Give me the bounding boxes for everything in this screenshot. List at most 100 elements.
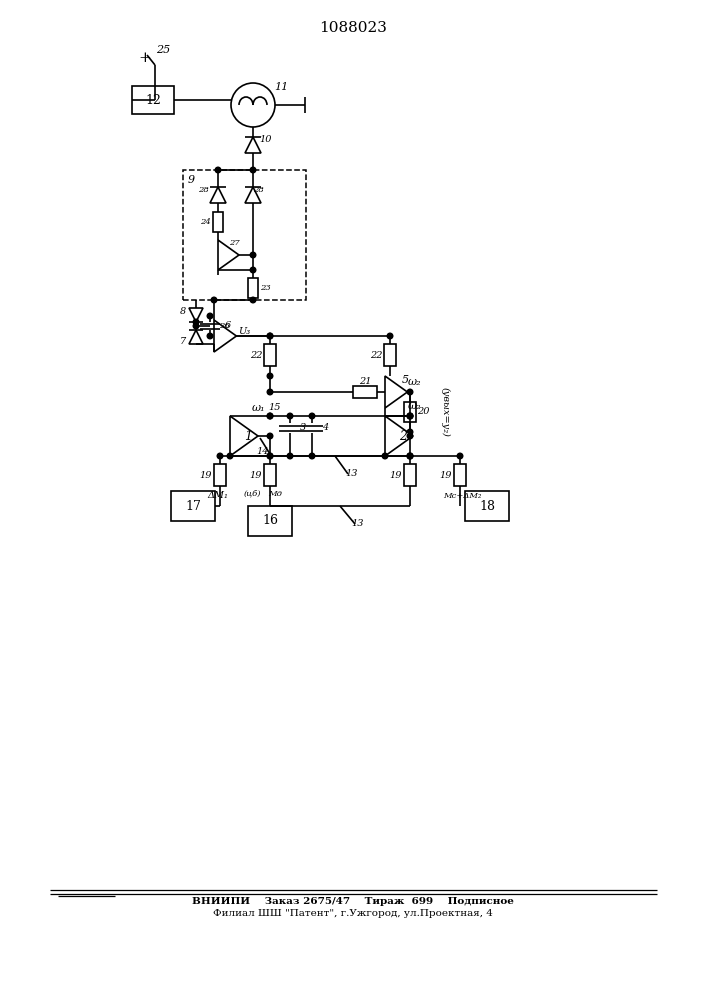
Text: 16: 16 (262, 514, 278, 528)
Circle shape (407, 389, 413, 395)
Circle shape (227, 453, 233, 459)
Circle shape (267, 333, 273, 339)
Circle shape (207, 333, 213, 339)
Circle shape (287, 413, 293, 419)
Circle shape (267, 389, 273, 395)
Bar (264, 464, 276, 486)
Bar (213, 212, 223, 232)
Polygon shape (218, 240, 239, 270)
Circle shape (407, 453, 413, 459)
Text: +: + (139, 51, 151, 65)
Text: 19: 19 (250, 471, 262, 480)
Text: 8: 8 (180, 306, 186, 316)
Text: (увых=у₂): (увых=у₂) (440, 387, 450, 437)
Polygon shape (245, 137, 261, 153)
Text: 3: 3 (300, 424, 306, 432)
Text: 21: 21 (358, 376, 371, 385)
Circle shape (267, 333, 273, 339)
Text: ВНИИПИ    Заказ 2675/47    Тираж  699    Подписное: ВНИИПИ Заказ 2675/47 Тираж 699 Подписное (192, 898, 514, 906)
Circle shape (407, 453, 413, 459)
Text: 28: 28 (198, 186, 209, 194)
Text: Mс+ΔM₂: Mс+ΔM₂ (443, 492, 481, 500)
Circle shape (267, 413, 273, 419)
Circle shape (267, 453, 273, 459)
Text: 23: 23 (259, 284, 270, 292)
Bar (404, 402, 416, 422)
Text: 18: 18 (479, 499, 495, 512)
Circle shape (382, 453, 388, 459)
Bar (384, 344, 396, 366)
Text: ω₂: ω₂ (407, 377, 421, 387)
Bar (132, 86, 174, 114)
Circle shape (267, 433, 273, 439)
Text: 7: 7 (180, 336, 186, 346)
Circle shape (215, 167, 221, 173)
Bar (214, 464, 226, 486)
Text: 25: 25 (156, 45, 170, 55)
Text: 19: 19 (200, 471, 212, 480)
Circle shape (267, 373, 273, 379)
Polygon shape (385, 376, 407, 408)
Text: 22: 22 (370, 351, 382, 360)
Text: 9: 9 (188, 175, 195, 185)
Text: 19: 19 (440, 471, 452, 480)
Polygon shape (210, 187, 226, 203)
Bar (404, 464, 416, 486)
Circle shape (407, 433, 413, 439)
Circle shape (267, 453, 273, 459)
Text: 28: 28 (252, 186, 264, 194)
Text: Филиал ШШ "Патент", г.Ужгород, ул.Проектная, 4: Филиал ШШ "Патент", г.Ужгород, ул.Проект… (213, 910, 493, 918)
Text: 27: 27 (228, 239, 240, 247)
Text: 1088023: 1088023 (319, 21, 387, 35)
Polygon shape (230, 416, 258, 456)
Text: 1: 1 (244, 430, 252, 442)
Bar (171, 491, 215, 521)
Text: ω₁: ω₁ (251, 403, 265, 413)
Polygon shape (385, 416, 413, 456)
Bar (454, 464, 466, 486)
Circle shape (193, 323, 199, 329)
Text: 19: 19 (390, 471, 402, 480)
Circle shape (387, 333, 393, 339)
Circle shape (250, 267, 256, 273)
Polygon shape (189, 308, 203, 322)
Text: 24: 24 (199, 218, 211, 226)
Circle shape (250, 252, 256, 258)
Text: 11: 11 (274, 82, 288, 92)
Polygon shape (214, 320, 236, 352)
Text: 20: 20 (416, 408, 429, 416)
Circle shape (407, 413, 413, 419)
Text: 15: 15 (269, 403, 281, 412)
Circle shape (250, 297, 256, 303)
Text: ω₂: ω₂ (408, 401, 422, 411)
Bar (353, 386, 377, 398)
Circle shape (287, 453, 293, 459)
Bar (248, 506, 292, 536)
Text: 5: 5 (402, 375, 409, 385)
Circle shape (193, 319, 199, 325)
Text: 13: 13 (352, 520, 364, 528)
Circle shape (309, 413, 315, 419)
Bar (465, 491, 509, 521)
Text: 26: 26 (218, 322, 229, 330)
Text: Mд: Mд (268, 490, 282, 498)
Circle shape (207, 313, 213, 319)
Text: 17: 17 (185, 499, 201, 512)
Circle shape (309, 453, 315, 459)
Text: 12: 12 (145, 94, 161, 106)
Circle shape (407, 413, 413, 419)
Text: ΔM₁: ΔM₁ (207, 491, 228, 500)
Circle shape (407, 413, 413, 419)
Circle shape (217, 453, 223, 459)
Polygon shape (245, 187, 261, 203)
Circle shape (407, 429, 413, 435)
Text: 22: 22 (250, 351, 262, 360)
Bar (248, 278, 258, 298)
Polygon shape (189, 330, 203, 344)
Circle shape (267, 413, 273, 419)
Text: U₃: U₃ (238, 328, 250, 336)
Bar (264, 344, 276, 366)
Text: 13: 13 (346, 470, 358, 479)
Text: 4: 4 (322, 424, 328, 432)
Bar (183, 170, 306, 300)
